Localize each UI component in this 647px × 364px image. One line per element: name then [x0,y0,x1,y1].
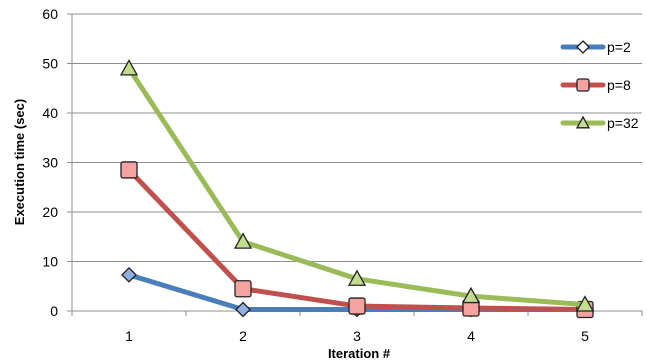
grid-lines [72,13,642,262]
y-tick-label: 0 [50,303,58,319]
series-line-p=32 [126,65,588,308]
axes [67,13,643,316]
square-marker [348,297,366,315]
y-axis-title: Execution time (sec) [12,99,27,225]
triangle-marker [347,269,367,286]
x-tick-label: 1 [125,328,133,344]
diamond-marker [121,266,137,283]
triangle-marker [119,59,139,76]
x-tick-labels: 1 2 3 4 5 [125,328,589,344]
legend-label: p=8 [607,77,631,93]
square-marker [576,78,590,92]
legend-label: p=32 [607,115,639,131]
x-tick-label: 2 [239,328,247,344]
triangle-marker [575,295,595,312]
y-tick-label: 40 [42,105,58,121]
y-tick-label: 30 [42,155,58,171]
x-tick-label: 3 [353,328,361,344]
y-tick-label: 60 [42,6,58,22]
legend-label: p=2 [607,39,631,55]
square-marker [234,280,252,298]
x-tick-label: 5 [581,328,589,344]
diamond-marker [576,40,590,54]
triangle-marker [461,286,481,304]
diamond-marker [235,301,251,318]
series-line-p=8 [126,167,588,313]
series-group [119,59,595,319]
y-tick-labels: 0 10 20 30 40 50 60 [42,6,58,319]
y-tick-label: 10 [42,254,58,270]
triangle-marker [575,115,591,129]
y-tick-label: 20 [42,204,58,220]
x-tick-label: 4 [467,328,475,344]
triangle-marker [233,232,253,249]
square-marker [120,161,138,179]
y-tick-label: 50 [42,56,58,72]
x-axis-title: Iteration # [328,346,391,361]
legend: p=2 p=8 p=32 [560,39,639,131]
